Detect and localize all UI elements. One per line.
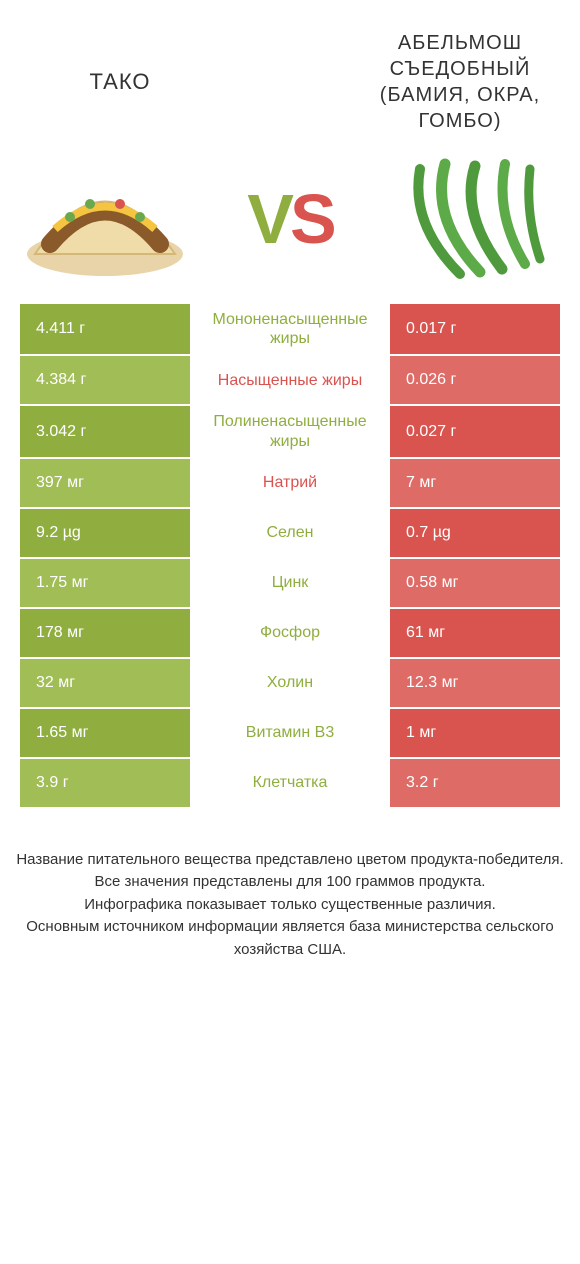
nutrient-name: Насыщенные жиры	[190, 356, 390, 404]
vs-v: V	[247, 180, 290, 258]
left-value: 9.2 µg	[20, 509, 190, 557]
vs-s: S	[290, 180, 333, 258]
table-row: 32 мгХолин12.3 мг	[20, 659, 560, 709]
nutrient-name: Клетчатка	[190, 759, 390, 807]
right-value: 0.017 г	[390, 304, 560, 354]
header-row: Тако Абельмош съедобный (бамия, окра, го…	[0, 0, 580, 144]
right-value: 0.58 мг	[390, 559, 560, 607]
footer-notes: Название питательного вещества представл…	[10, 849, 570, 962]
right-food-image	[390, 154, 560, 284]
nutrient-name: Фосфор	[190, 609, 390, 657]
nutrient-name: Витамин B3	[190, 709, 390, 757]
table-row: 1.65 мгВитамин B31 мг	[20, 709, 560, 759]
right-value: 0.7 µg	[390, 509, 560, 557]
right-value: 0.027 г	[390, 406, 560, 456]
left-value: 4.411 г	[20, 304, 190, 354]
left-value: 1.65 мг	[20, 709, 190, 757]
nutrient-name: Натрий	[190, 459, 390, 507]
nutrient-name: Холин	[190, 659, 390, 707]
left-food-title: Тако	[20, 68, 220, 97]
nutrient-name: Мононенасыщенные жиры	[190, 304, 390, 354]
left-value: 178 мг	[20, 609, 190, 657]
right-value: 3.2 г	[390, 759, 560, 807]
left-value: 1.75 мг	[20, 559, 190, 607]
left-value: 3.042 г	[20, 406, 190, 456]
left-value: 4.384 г	[20, 356, 190, 404]
right-value: 0.026 г	[390, 356, 560, 404]
right-value: 1 мг	[390, 709, 560, 757]
table-row: 9.2 µgСелен0.7 µg	[20, 509, 560, 559]
table-row: 178 мгФосфор61 мг	[20, 609, 560, 659]
left-value: 3.9 г	[20, 759, 190, 807]
right-food-title: Абельмош съедобный (бамия, окра, гомбо)	[360, 30, 560, 134]
taco-icon	[20, 159, 190, 279]
okra-icon	[390, 154, 560, 284]
left-value: 397 мг	[20, 459, 190, 507]
left-food-image	[20, 154, 190, 284]
right-value: 7 мг	[390, 459, 560, 507]
footer-line: Все значения представлены для 100 граммо…	[10, 871, 570, 894]
table-row: 397 мгНатрий7 мг	[20, 459, 560, 509]
table-row: 3.042 гПолиненасыщенные жиры0.027 г	[20, 406, 560, 458]
footer-line: Инфографика показывает только существенн…	[10, 894, 570, 917]
right-value: 12.3 мг	[390, 659, 560, 707]
left-value: 32 мг	[20, 659, 190, 707]
nutrient-name: Цинк	[190, 559, 390, 607]
vs-label: VS	[247, 184, 332, 254]
nutrient-name: Селен	[190, 509, 390, 557]
comparison-table: 4.411 гМононенасыщенные жиры0.017 г4.384…	[20, 304, 560, 809]
table-row: 4.411 гМононенасыщенные жиры0.017 г	[20, 304, 560, 356]
images-row: VS	[0, 144, 580, 304]
table-row: 4.384 гНасыщенные жиры0.026 г	[20, 356, 560, 406]
table-row: 1.75 мгЦинк0.58 мг	[20, 559, 560, 609]
right-value: 61 мг	[390, 609, 560, 657]
footer-line: Название питательного вещества представл…	[10, 849, 570, 872]
nutrient-name: Полиненасыщенные жиры	[190, 406, 390, 456]
footer-line: Основным источником информации является …	[10, 916, 570, 961]
table-row: 3.9 гКлетчатка3.2 г	[20, 759, 560, 809]
